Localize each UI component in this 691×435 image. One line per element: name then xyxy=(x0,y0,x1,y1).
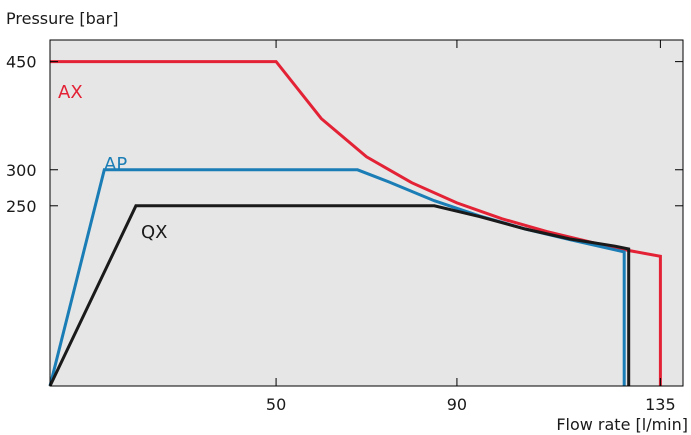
series-label-ap: AP xyxy=(104,154,127,175)
tick-layer: 450 300 250 50 90 135 xyxy=(6,40,683,414)
x-tick-label: 90 xyxy=(447,395,467,414)
plot-area xyxy=(50,40,683,386)
series-line-ax xyxy=(50,60,662,386)
plot-frame xyxy=(49,39,684,387)
y-tick-label: 300 xyxy=(6,161,37,180)
series-line-qx xyxy=(48,204,631,387)
y-tick-label: 250 xyxy=(6,197,37,216)
x-axis-label: Flow rate [l/min] xyxy=(556,415,688,434)
series-layer: AX AP QX xyxy=(48,60,662,387)
y-axis-label: Pressure [bar] xyxy=(6,9,118,28)
series-label-ax: AX xyxy=(58,82,83,103)
y-tick-label: 450 xyxy=(6,53,37,72)
x-tick-label: 135 xyxy=(645,395,676,414)
series-label-qx: QX xyxy=(141,222,168,243)
x-tick-label: 50 xyxy=(266,395,286,414)
series-line-ap xyxy=(48,168,626,387)
